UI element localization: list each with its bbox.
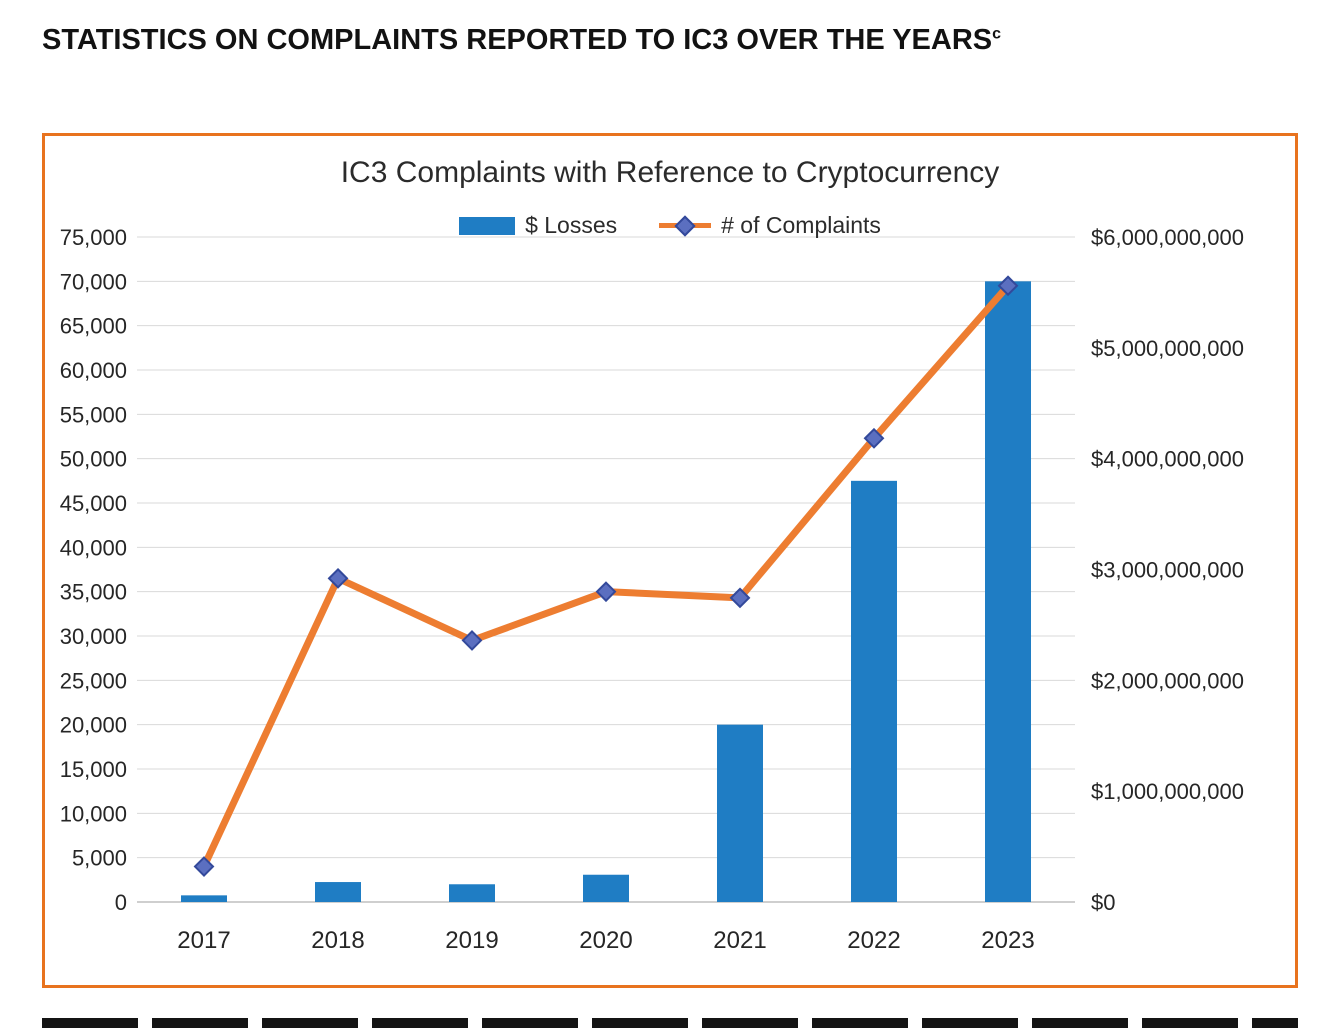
left-axis-tick-label: 35,000 — [60, 580, 127, 605]
left-axis-tick-label: 30,000 — [60, 624, 127, 649]
bar-2019 — [449, 884, 495, 902]
x-axis-label-2022: 2022 — [847, 927, 900, 954]
right-axis-tick-label: $0 — [1091, 890, 1115, 915]
line-marker-2022 — [863, 427, 885, 449]
left-axis-tick-label: 75,000 — [60, 225, 127, 250]
left-axis-tick-label: 10,000 — [60, 801, 127, 826]
left-axis-tick-label: 50,000 — [60, 447, 127, 472]
line-marker-2017 — [193, 856, 215, 877]
line-marker-2020 — [595, 581, 617, 603]
complaints-swatch-icon — [659, 223, 712, 228]
bar-2020 — [583, 874, 629, 902]
right-axis-tick-label: $3,000,000,000 — [1091, 558, 1244, 583]
page-title-footnote-marker: c — [992, 25, 1002, 43]
x-axis-label-2020: 2020 — [579, 927, 632, 954]
left-axis-tick-label: 55,000 — [60, 402, 127, 427]
left-axis-tick-label: 5,000 — [72, 846, 127, 871]
x-axis-label-2018: 2018 — [311, 927, 364, 954]
x-axis-label-2021: 2021 — [713, 927, 766, 954]
right-axis-tick-label: $6,000,000,000 — [1091, 225, 1244, 250]
bar-2017 — [181, 895, 227, 902]
x-axis-label-2023: 2023 — [981, 927, 1034, 954]
right-axis-tick-label: $4,000,000,000 — [1091, 447, 1244, 472]
chart-legend: $ Losses # of Complaints — [45, 212, 1295, 239]
legend-label-losses: $ Losses — [525, 212, 618, 238]
legend-item-losses: $ Losses — [459, 212, 617, 239]
x-axis-label-2019: 2019 — [445, 927, 498, 954]
left-axis-tick-label: 70,000 — [60, 269, 127, 294]
chart-frame: 0 5,000 10,000 15,000 20,000 25,000 30,000 35,0… — [42, 133, 1298, 988]
legend-label-complaints: # of Complaints — [721, 212, 881, 238]
right-axis-tick-label: $1,000,000,000 — [1091, 779, 1244, 804]
left-axis-tick-label: 0 — [115, 890, 127, 915]
page-title: STATISTICS ON COMPLAINTS REPORTED TO IC3… — [42, 24, 1001, 57]
right-axis-tick-label: $5,000,000,000 — [1091, 336, 1244, 361]
line-marker-2018 — [327, 567, 349, 589]
x-axis-label-2017: 2017 — [177, 927, 230, 954]
losses-swatch-icon — [459, 216, 516, 235]
left-axis-tick-label: 20,000 — [60, 713, 127, 738]
combo-chart: 0 5,000 10,000 15,000 20,000 25,000 30,000 35,0… — [60, 225, 1244, 954]
left-axis-tick-label: 60,000 — [60, 358, 127, 383]
left-axis-tick-label: 45,000 — [60, 491, 127, 516]
bar-2021 — [717, 724, 763, 902]
left-axis-tick-label: 25,000 — [60, 668, 127, 693]
page-title-text: STATISTICS ON COMPLAINTS REPORTED TO IC3… — [42, 24, 993, 56]
cropped-table-edge — [42, 1018, 1298, 1028]
left-axis-tick-label: 65,000 — [60, 314, 127, 339]
bar-2018 — [315, 882, 361, 902]
line-marker-2021 — [729, 587, 751, 609]
bar-2023 — [985, 281, 1031, 902]
chart-title: IC3 Complaints with Reference to Cryptoc… — [340, 156, 1000, 189]
right-axis-tick-label: $2,000,000,000 — [1091, 668, 1244, 693]
legend-item-complaints: # of Complaints — [659, 212, 881, 239]
bar-2022 — [851, 480, 897, 902]
line-marker-2023 — [997, 275, 1019, 297]
left-axis-tick-label: 40,000 — [60, 535, 127, 560]
line-marker-2019 — [461, 630, 483, 651]
left-axis-tick-label: 15,000 — [60, 757, 127, 782]
